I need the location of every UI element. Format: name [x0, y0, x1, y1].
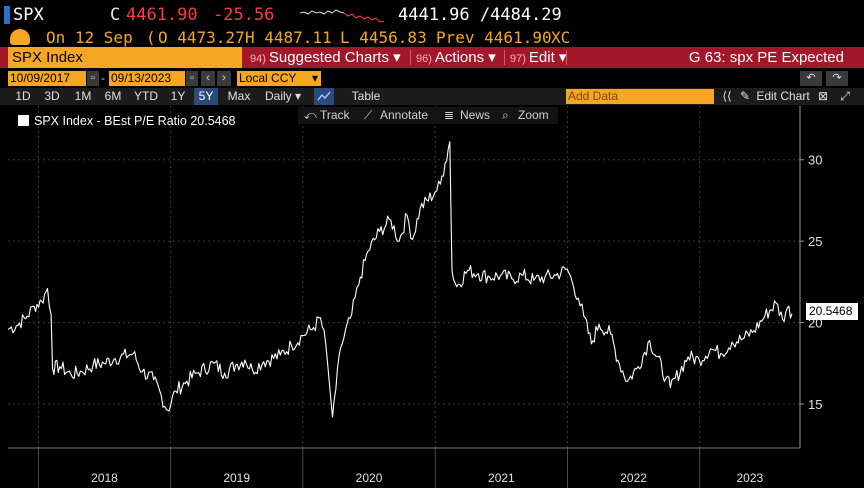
news-button[interactable]: News: [460, 108, 491, 122]
chart-toolbar: 1D 3D 1M 6M YTD 1Y 5Y Max Daily ▾ Table …: [0, 88, 864, 105]
track-icon: ⤺: [304, 108, 317, 122]
track-button[interactable]: Track: [320, 108, 350, 122]
redo-icon[interactable]: ↷: [826, 71, 848, 86]
day-range: 4441.96 /4484.29: [398, 5, 562, 25]
zoom-button[interactable]: Zoom: [518, 108, 549, 122]
edit-chart-button[interactable]: Edit Chart: [756, 89, 810, 103]
x-tick-label: 2023: [736, 471, 763, 485]
legend-label: SPX Index - BEst P/E Ratio 20.5468: [34, 114, 236, 128]
collapse-icon[interactable]: ⟨⟨: [722, 89, 732, 103]
menu-label: Edit ▾: [528, 49, 567, 66]
net-change: -25.56: [213, 5, 275, 25]
zoom-icon: ⌕: [502, 108, 509, 122]
add-data-input[interactable]: Add Data: [566, 89, 714, 104]
menu-label: Suggested Charts ▾: [268, 49, 401, 66]
start-date-field[interactable]: 10/09/2017: [8, 71, 86, 86]
x-tick-label: 2021: [488, 471, 515, 485]
period-1m-button[interactable]: 1M: [74, 89, 92, 103]
x-axis: 2018 2019 2020 2021 2022 2023: [8, 447, 800, 488]
table-button[interactable]: Table: [351, 89, 381, 103]
currency-select[interactable]: Local CCY ▾: [237, 71, 321, 86]
x-tick-label: 2018: [91, 471, 118, 485]
frequency-select[interactable]: Daily ▾: [264, 89, 302, 103]
menu-divider: [504, 50, 505, 65]
chart-tools: ⤺ Track ⟋ Annotate ≣ News ⌕ Zoom: [298, 107, 558, 124]
menu-divider: [566, 50, 567, 65]
page-title: G 63: spx PE Expected: [688, 49, 844, 66]
low-value: L 4456.83: [340, 28, 427, 47]
calendar-icon[interactable]: ▫: [186, 71, 198, 86]
menu-divider: [410, 50, 411, 65]
chevron-down-icon: ▾: [311, 71, 318, 85]
period-5y-button[interactable]: 5Y: [194, 88, 218, 105]
chart-legend[interactable]: SPX Index - BEst P/E Ratio 20.5468: [18, 114, 236, 128]
open-sep: (: [146, 28, 156, 47]
ohlc-bar: On 12 Sep ( O 4473.27 H 4487.11 L 4456.8…: [0, 28, 864, 48]
period-max-button[interactable]: Max: [227, 89, 251, 103]
last-value-label: 20.5468: [806, 303, 858, 320]
intraday-sparkline: [300, 9, 384, 23]
calendar-icon[interactable]: ▫: [87, 71, 99, 86]
y-tick-label: 25: [808, 234, 822, 249]
date-dash: -: [101, 71, 105, 85]
menu-num: 96): [416, 53, 432, 65]
period-3d-button[interactable]: 3D: [44, 89, 60, 103]
ticker[interactable]: SPX: [13, 5, 44, 25]
annotate-icon: ⟋: [364, 108, 373, 122]
quote-date: On 12 Sep: [46, 28, 133, 47]
end-date-field[interactable]: 09/13/2023: [109, 71, 185, 86]
open-value: O 4473.27: [158, 28, 245, 47]
suggested-charts-menu[interactable]: 94) Suggested Charts ▾: [250, 47, 401, 68]
chart-grid: [8, 106, 800, 448]
annotate-button[interactable]: Annotate: [380, 108, 429, 122]
gauge-icon[interactable]: [10, 29, 30, 45]
menu-label: Actions ▾: [434, 49, 496, 66]
security-accent: [4, 6, 10, 24]
line-chart-icon[interactable]: [314, 88, 334, 105]
period-1d-button[interactable]: 1D: [15, 89, 31, 103]
actions-menu[interactable]: 96) Actions ▾: [416, 47, 496, 68]
high-value: H 4487.11: [245, 28, 332, 47]
function-menubar: SPX Index 94) Suggested Charts ▾ 96) Actio…: [0, 47, 864, 68]
expand-icon[interactable]: ⤢: [840, 89, 850, 103]
period-1y-button[interactable]: 1Y: [170, 89, 186, 103]
currency-value: Local CCY: [239, 71, 297, 85]
price-flag: C: [110, 5, 121, 25]
x-tick-label: 2022: [620, 471, 647, 485]
pe-ratio-series-line: [7, 141, 793, 418]
y-tick-label: 30: [808, 153, 822, 168]
legend-swatch: [18, 115, 29, 126]
news-icon: ≣: [444, 108, 455, 122]
x-tick-label: 2019: [223, 471, 250, 485]
undo-icon[interactable]: ↶: [800, 71, 822, 86]
edit-menu[interactable]: 97) Edit ▾: [510, 47, 566, 68]
prev-close: Prev 4461.90: [436, 28, 552, 47]
settings-icon[interactable]: ⊠: [817, 89, 829, 103]
security-field[interactable]: SPX Index: [8, 47, 242, 68]
prev-period-arrow-icon[interactable]: ‹: [201, 71, 215, 86]
quote-bar: SPX C 4461.90 -25.56 4441.96 /4484.29: [0, 0, 864, 28]
pencil-icon[interactable]: ✎: [739, 89, 751, 103]
period-ytd-button[interactable]: YTD: [134, 89, 158, 103]
next-period-arrow-icon[interactable]: ›: [217, 71, 231, 86]
x-tick-label: 2020: [356, 471, 383, 485]
menu-num: 94): [250, 53, 266, 65]
exchange: XC: [551, 28, 571, 47]
date-range-bar: 10/09/2017 ▫ - 09/13/2023 ▫ ‹ › Local CC…: [0, 71, 864, 88]
y-tick-label: 15: [808, 397, 822, 412]
menu-num: 97): [510, 53, 526, 65]
period-6m-button[interactable]: 6M: [104, 89, 122, 103]
last-price: 4461.90: [126, 5, 198, 25]
